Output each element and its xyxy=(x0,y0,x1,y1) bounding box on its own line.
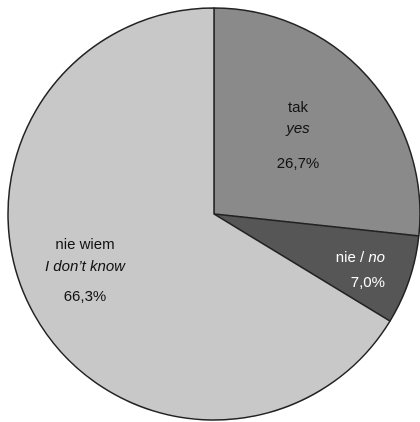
slice-label-no: no xyxy=(368,249,385,266)
slice-value-tak: 26,7% xyxy=(277,155,320,172)
slice-value-nie-wiem: 66,3% xyxy=(64,288,107,305)
slice-label-nie-group: nie / no xyxy=(336,249,385,266)
slice-label-yes: yes xyxy=(285,120,310,137)
slice-label-sep: / xyxy=(356,249,369,266)
pie-slices xyxy=(7,7,420,421)
pie-labels: tak yes 26,7% nie / no 7,0% nie wiem I d… xyxy=(45,99,385,305)
slice-label-i-dont-know: I don’t know xyxy=(45,258,126,275)
pie-slice-nie-wiem xyxy=(7,7,392,421)
slice-label-nie: nie xyxy=(336,249,356,266)
pie-slice-tak xyxy=(213,7,420,237)
slice-value-nie: 7,0% xyxy=(351,274,385,291)
slice-label-nie-wiem: nie wiem xyxy=(55,236,114,253)
slice-label-tak: tak xyxy=(288,99,309,116)
